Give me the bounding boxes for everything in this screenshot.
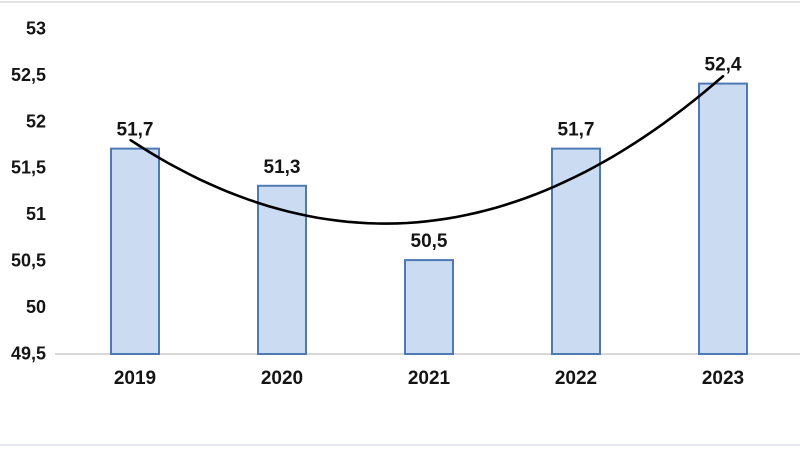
y-axis-tick-label: 52,5: [11, 65, 46, 85]
bar-value-label: 50,5: [411, 231, 448, 252]
x-axis-category-label: 2021: [408, 368, 451, 389]
trendline: [129, 74, 725, 225]
bar-value-label: 51,7: [558, 120, 595, 141]
x-axis-category-label: 2019: [114, 368, 156, 389]
x-axis-category-label: 2020: [261, 368, 303, 389]
x-axis-category-label: 2023: [702, 368, 744, 389]
y-axis-tick-label: 51: [26, 204, 46, 224]
y-axis-tick-label: 49,5: [11, 344, 46, 364]
y-axis-tick-label: 50: [26, 297, 46, 317]
bar-2022: [551, 147, 601, 355]
bar-value-label: 51,3: [264, 157, 301, 178]
bar-2021: [404, 259, 454, 356]
bar-value-label: 52,4: [705, 55, 742, 76]
y-axis-tick-label: 51,5: [11, 158, 46, 178]
bar-2019: [110, 147, 160, 355]
bar-value-label: 51,7: [117, 120, 154, 141]
x-axis-category-label: 2022: [555, 368, 597, 389]
bar-2023: [698, 82, 748, 355]
y-axis-tick-label: 53: [26, 18, 46, 38]
y-axis-tick-label: 50,5: [11, 251, 46, 271]
y-axis-tick-label: 52: [26, 111, 46, 131]
